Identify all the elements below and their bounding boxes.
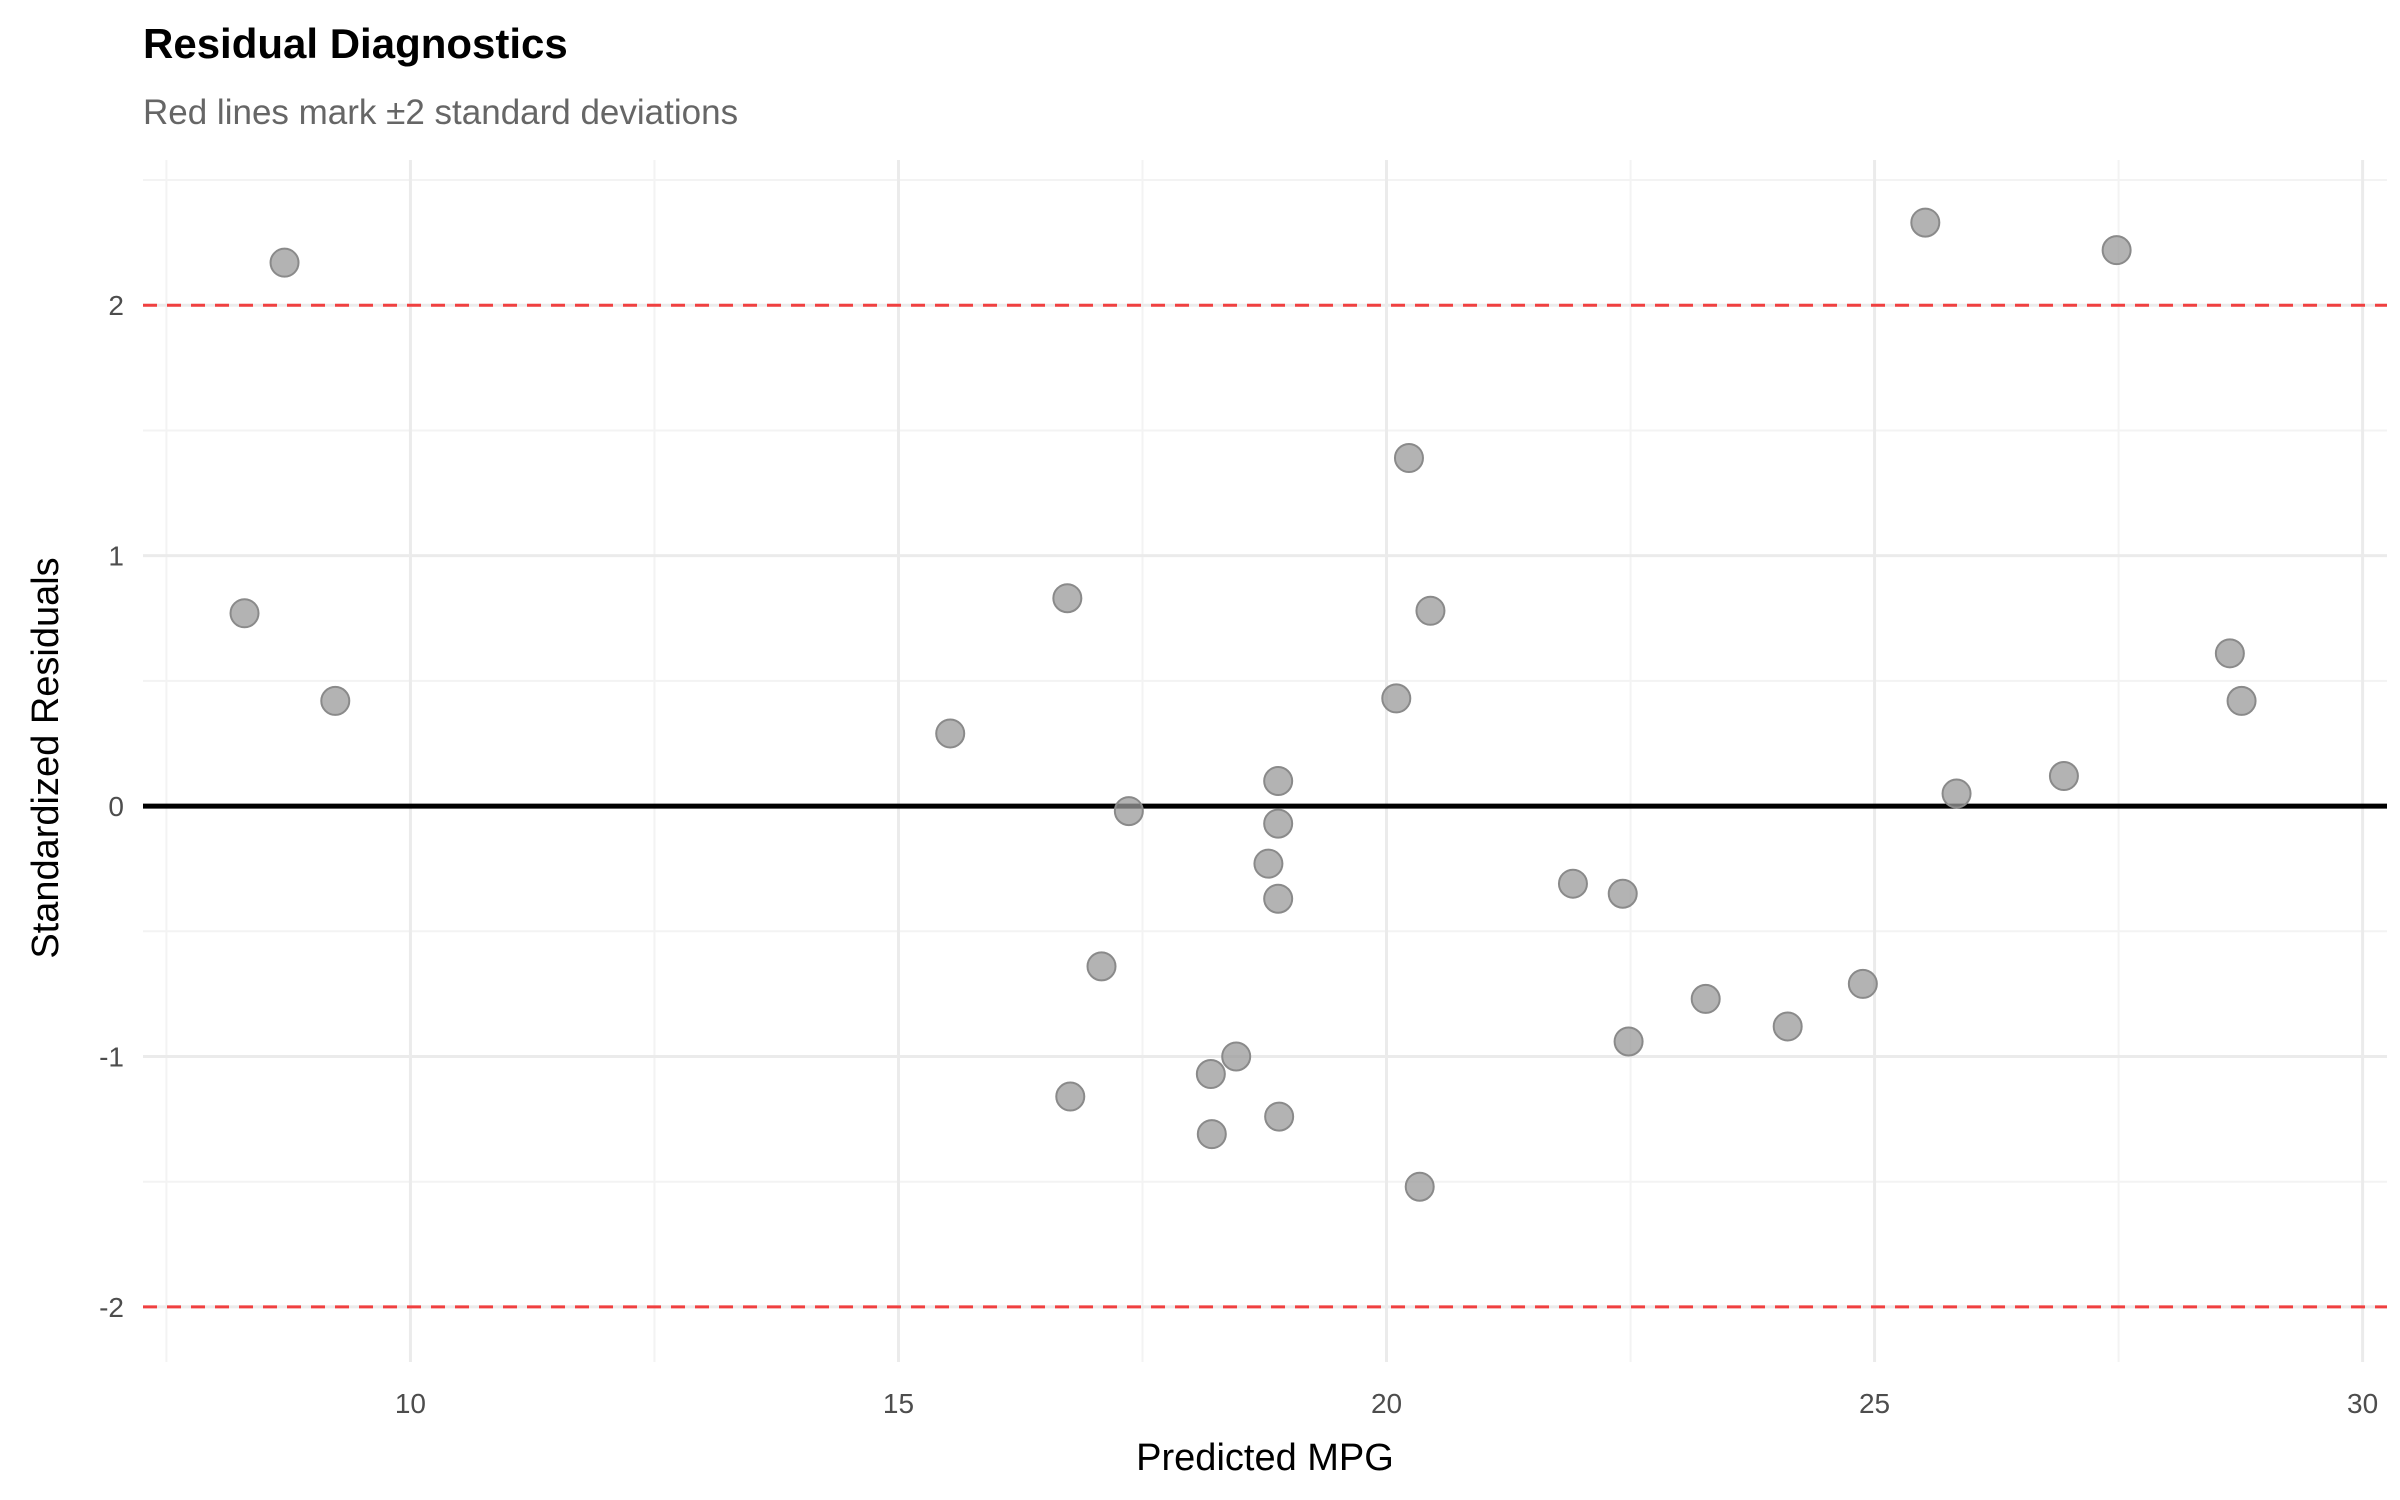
data-point <box>1772 1011 1803 1042</box>
x-tick-label: 25 <box>1859 1388 1890 1419</box>
data-point <box>1263 766 1294 797</box>
data-point <box>2048 761 2079 792</box>
x-ticks: 10 15 20 25 30 <box>395 1388 2378 1419</box>
x-tick-label: 10 <box>395 1388 426 1419</box>
x-tick-label: 30 <box>2347 1388 2378 1419</box>
x-tick-label: 20 <box>1371 1388 1402 1419</box>
data-point <box>1113 796 1144 827</box>
y-tick-label: 0 <box>108 791 124 822</box>
data-point <box>1052 583 1083 614</box>
data-point <box>935 718 966 749</box>
data-point <box>1195 1059 1226 1090</box>
data-point <box>320 685 351 716</box>
data-point <box>1253 848 1284 879</box>
grid <box>143 160 2387 1362</box>
x-tick-label: 15 <box>883 1388 914 1419</box>
data-point <box>1404 1171 1435 1202</box>
data-point <box>1690 983 1721 1014</box>
data-point <box>1221 1041 1252 1072</box>
data-point <box>1910 207 1941 238</box>
chart-subtitle: Red lines mark ±2 standard deviations <box>143 93 738 132</box>
data-point <box>229 598 260 629</box>
data-point <box>1263 808 1294 839</box>
data-point <box>1557 868 1588 899</box>
data-point <box>1381 683 1412 714</box>
chart-title: Residual Diagnostics <box>143 20 568 67</box>
y-tick-label: 2 <box>108 290 124 321</box>
y-axis-title: Standardized Residuals <box>25 557 67 958</box>
y-ticks: -2 -1 0 1 2 <box>99 290 124 1323</box>
y-tick-label: -2 <box>99 1292 124 1323</box>
data-point <box>2226 685 2257 716</box>
data-point <box>1941 778 1972 809</box>
data-point <box>1847 968 1878 999</box>
data-point <box>2214 638 2245 669</box>
y-tick-label: -1 <box>99 1041 124 1072</box>
points <box>229 207 2257 1202</box>
data-point <box>1263 883 1294 914</box>
x-axis-title: Predicted MPG <box>1136 1437 1394 1479</box>
data-point <box>1055 1081 1086 1112</box>
data-point <box>1086 951 1117 982</box>
reference-lines <box>143 303 2387 1309</box>
data-point <box>1613 1026 1644 1057</box>
data-point <box>1393 442 1424 473</box>
data-point <box>2101 235 2132 266</box>
data-point <box>1196 1119 1227 1150</box>
data-point <box>269 247 300 278</box>
data-point <box>1415 595 1446 626</box>
data-point <box>1607 878 1638 909</box>
y-tick-label: 1 <box>108 541 124 572</box>
data-point <box>1264 1101 1295 1132</box>
